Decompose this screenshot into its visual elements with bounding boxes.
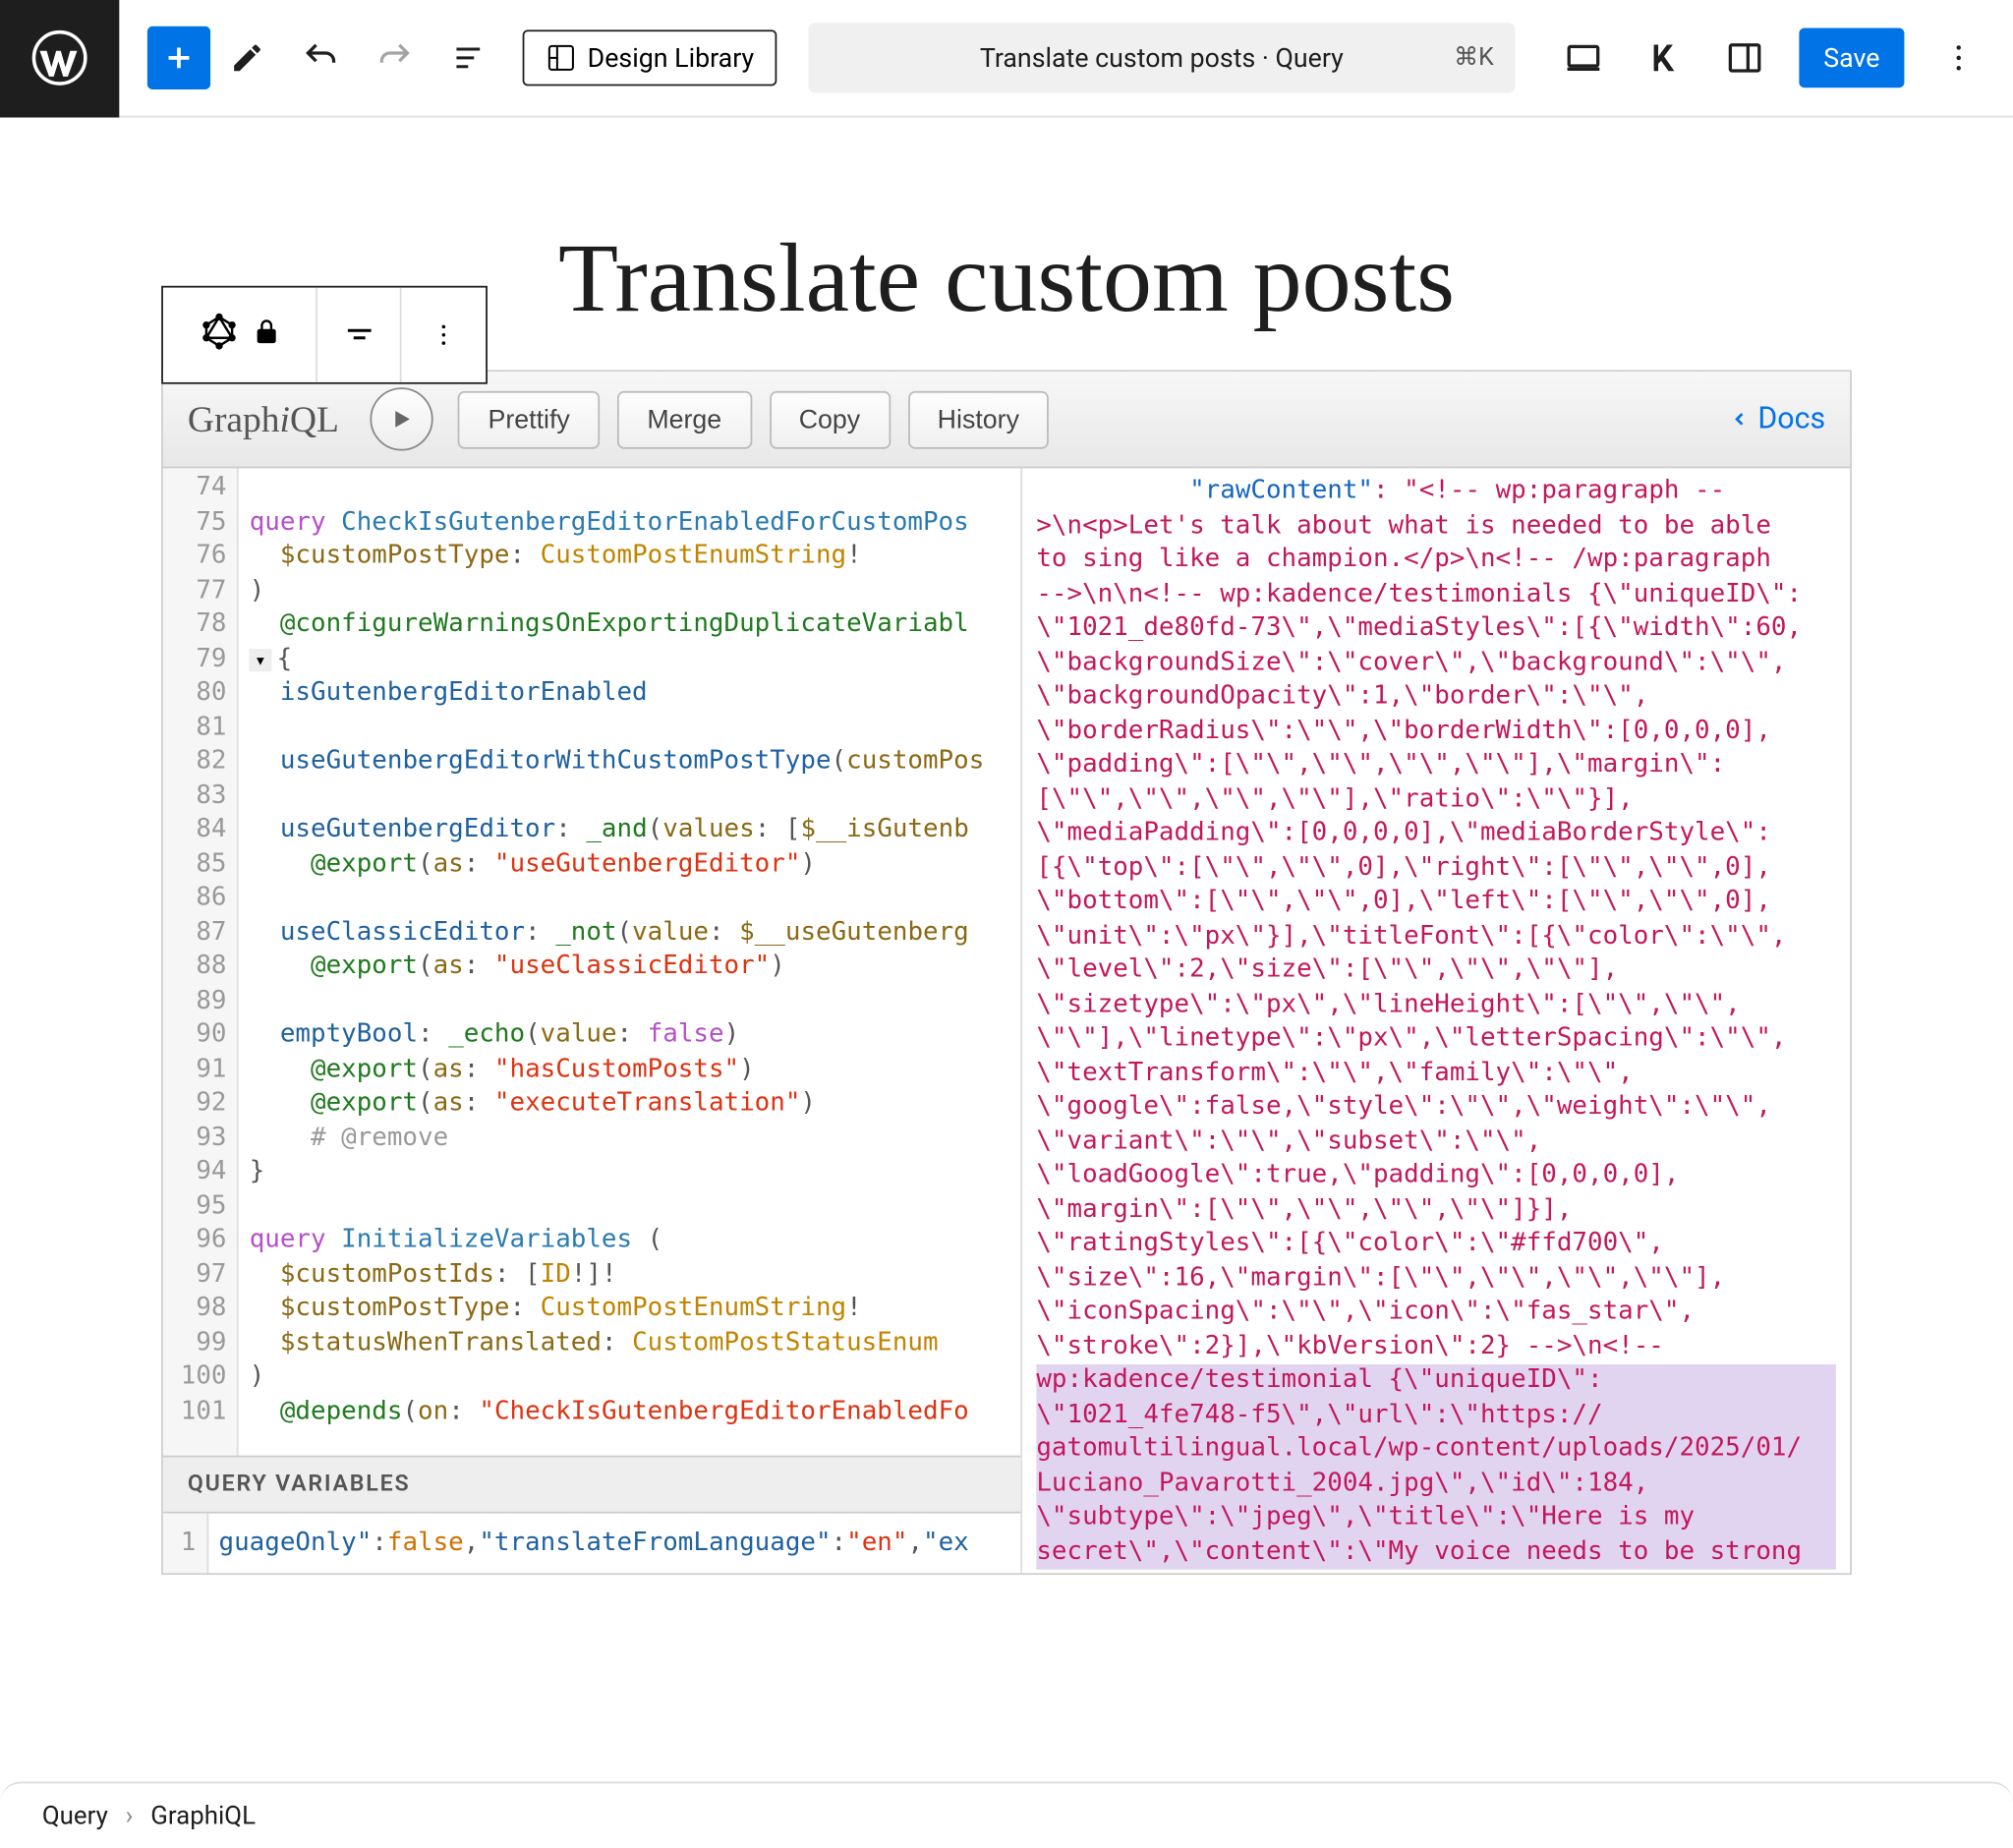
graphql-icon[interactable]	[199, 313, 237, 358]
more-options-icon[interactable]	[1922, 21, 1995, 94]
block-more-icon[interactable]	[402, 288, 487, 382]
history-button[interactable]: History	[907, 390, 1049, 448]
query-editor-panel: 7475767778798081828384858687888990919293…	[163, 468, 1022, 1573]
run-button[interactable]	[371, 387, 433, 450]
command-shortcut: ⌘K	[1454, 44, 1494, 73]
editor-toolbar: Design Library Translate custom posts · …	[0, 0, 2013, 118]
breadcrumb: Query › GraphiQL	[0, 1782, 2013, 1848]
align-button[interactable]	[317, 288, 402, 382]
kadence-icon[interactable]	[1627, 21, 1700, 94]
prettify-button[interactable]: Prettify	[458, 390, 600, 448]
block-toolbar	[161, 286, 488, 384]
graphiql-toolbar: GraphiQL Prettify Merge Copy History Doc…	[163, 372, 1850, 468]
line-gutter: 7475767778798081828384858687888990919293…	[163, 468, 239, 1455]
result-panel[interactable]: "rawContent": "<!-- wp:paragraph -- >\n<…	[1022, 468, 1850, 1573]
command-bar-text: Translate custom posts · Query	[980, 42, 1344, 74]
query-editor[interactable]: 7475767778798081828384858687888990919293…	[163, 468, 1020, 1455]
breadcrumb-item[interactable]: Query	[42, 1801, 108, 1830]
breadcrumb-separator: ›	[126, 1801, 134, 1830]
docs-link[interactable]: Docs	[1730, 402, 1825, 437]
lock-icon[interactable]	[252, 318, 280, 353]
wordpress-logo[interactable]	[0, 0, 119, 117]
copy-button[interactable]: Copy	[769, 390, 890, 448]
command-bar[interactable]: Translate custom posts · Query ⌘K	[808, 23, 1515, 92]
design-library-label: Design Library	[588, 42, 755, 74]
add-block-button[interactable]	[147, 27, 210, 89]
save-button[interactable]: Save	[1799, 29, 1904, 88]
query-variables-header[interactable]: QUERY VARIABLES	[163, 1456, 1020, 1514]
list-view-icon[interactable]	[431, 21, 505, 94]
breadcrumb-item[interactable]: GraphiQL	[150, 1801, 256, 1830]
merge-button[interactable]: Merge	[617, 390, 752, 448]
edit-icon[interactable]	[210, 21, 284, 94]
code-lines[interactable]: query CheckIsGutenbergEditorEnabledForCu…	[239, 468, 984, 1455]
undo-icon[interactable]	[284, 21, 358, 94]
graphiql-container: GraphiQL Prettify Merge Copy History Doc…	[161, 370, 1852, 1575]
redo-icon[interactable]	[358, 21, 431, 94]
sidebar-toggle-icon[interactable]	[1707, 21, 1781, 94]
design-library-button[interactable]: Design Library	[523, 29, 777, 86]
query-variables-editor[interactable]: 1 guageOnly":false,"translateFromLanguag…	[163, 1514, 1020, 1574]
device-preview-icon[interactable]	[1546, 21, 1620, 94]
graphiql-logo: GraphiQL	[188, 397, 339, 441]
